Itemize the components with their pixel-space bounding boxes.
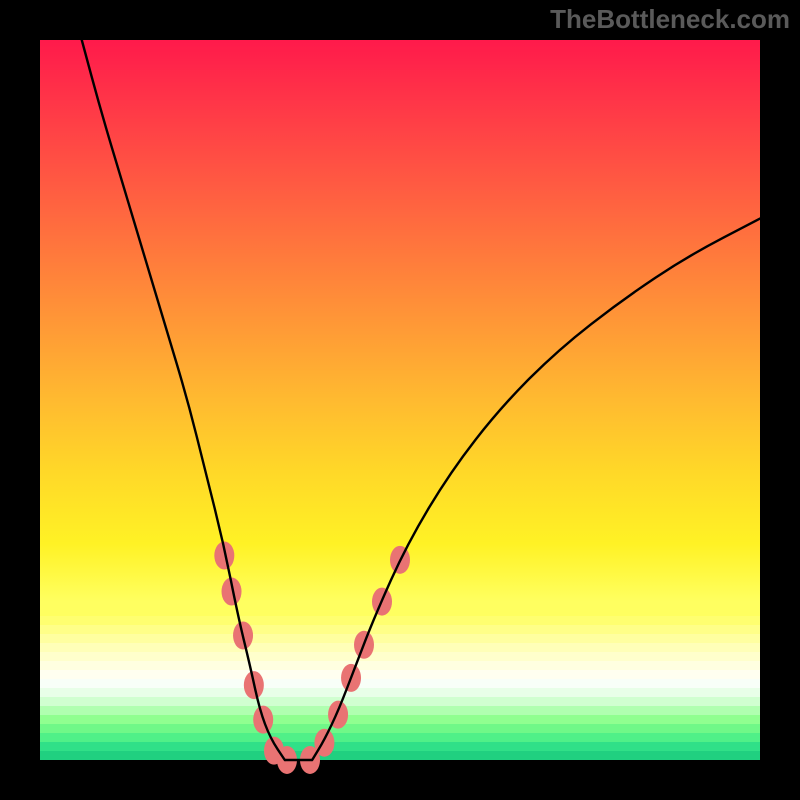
chart-frame: TheBottleneck.com <box>0 0 800 800</box>
curve-right-branch <box>312 219 760 760</box>
plot-area <box>40 40 760 760</box>
curve-left-branch <box>82 40 285 760</box>
watermark-text: TheBottleneck.com <box>550 4 790 35</box>
curve-layer <box>40 40 760 760</box>
